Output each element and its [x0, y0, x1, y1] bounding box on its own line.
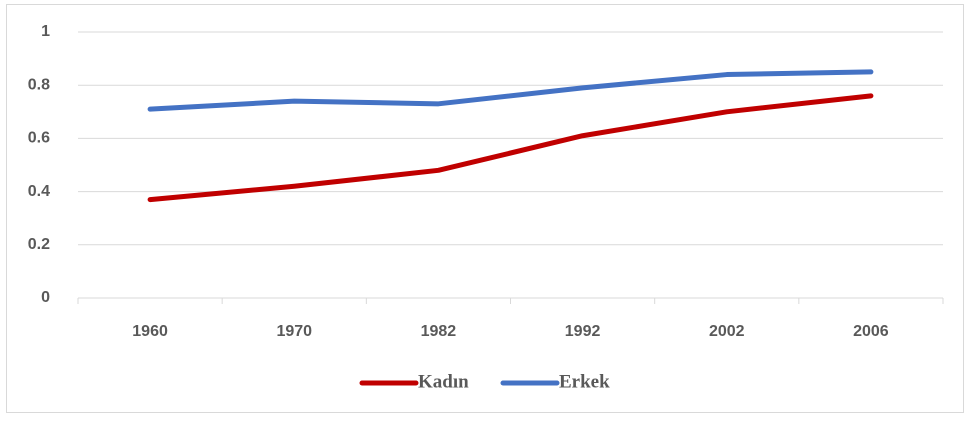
x-tick-label: 1970 [276, 323, 312, 340]
chart-frame [6, 4, 964, 413]
series-line [147, 69, 874, 112]
series-line [147, 93, 874, 203]
y-tick-label: 0.2 [28, 236, 50, 253]
y-tick-label: 1 [41, 23, 50, 40]
y-tick-label: 0 [41, 289, 50, 306]
x-tick-label: 1982 [421, 323, 457, 340]
x-tick-label: 2002 [709, 323, 745, 340]
y-tick-label: 0.6 [28, 130, 50, 147]
x-tick-label: 1992 [565, 323, 601, 340]
x-tick-label: 1960 [132, 323, 168, 340]
x-tick-label: 2006 [853, 323, 889, 340]
legend-label: Erkek [559, 371, 610, 392]
legend-label: Kadın [418, 371, 469, 392]
y-tick-label: 0.4 [28, 183, 50, 200]
y-tick-label: 0.8 [28, 76, 50, 93]
